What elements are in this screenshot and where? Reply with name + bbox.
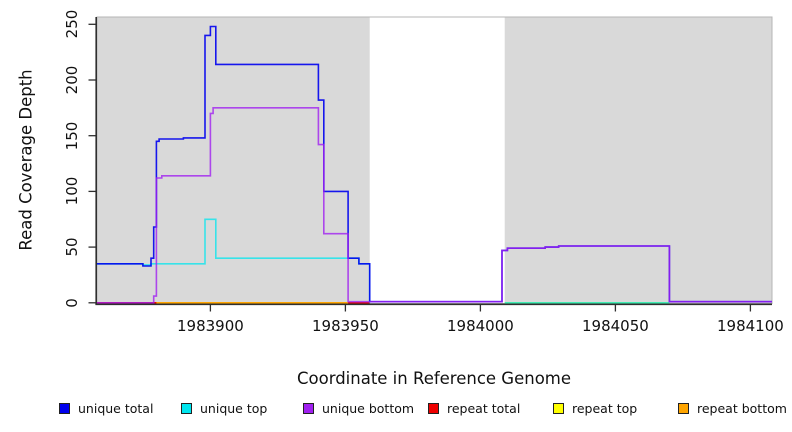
legend-entry-unique-bottom: unique bottom (303, 400, 414, 416)
legend-swatch-icon (303, 402, 314, 414)
legend-label: repeat top (572, 400, 638, 416)
y-tick-label: 200 (63, 65, 81, 95)
y-tick-label: 250 (63, 9, 81, 39)
x-axis-title: Coordinate in Reference Genome (296, 369, 572, 388)
legend-entry-unique-total: unique total (59, 400, 153, 416)
x-tick-label: 1983900 (176, 317, 244, 335)
y-tick-label: 50 (63, 237, 81, 257)
x-tick-label: 1983950 (311, 317, 379, 335)
legend-label: unique bottom (322, 400, 415, 416)
legend-swatch-icon (181, 402, 192, 414)
y-tick-label: 150 (63, 121, 81, 151)
legend-label: repeat total (447, 400, 521, 416)
y-tick-label: 100 (63, 177, 81, 206)
y-axis-title: Read Coverage Depth (16, 69, 36, 251)
legend-label: unique total (78, 400, 154, 416)
series-line-unique-bottom (97, 107, 772, 304)
legend-entry-repeat-top: repeat top (553, 400, 637, 416)
x-tick-label: 1984000 (446, 317, 514, 335)
x-tick-label: 1984100 (716, 317, 784, 335)
gray-band-right (504, 17, 772, 304)
legend-entry-unique-top: unique top (181, 400, 267, 416)
plot-canvas (88, 16, 773, 312)
x-tick-label: 1984050 (581, 317, 649, 335)
y-tick-label: 0 (63, 298, 81, 308)
legend-label: unique top (200, 400, 268, 416)
legend-label: repeat bottom (697, 400, 787, 416)
legend-swatch-icon (553, 402, 564, 414)
legend-swatch-icon (678, 402, 689, 414)
legend-entry-repeat-bottom: repeat bottom (678, 400, 787, 416)
gray-band-left (97, 17, 370, 304)
legend-swatch-icon (59, 402, 70, 414)
legend-entry-repeat-total: repeat total (428, 400, 520, 416)
legend-swatch-icon (428, 402, 439, 414)
